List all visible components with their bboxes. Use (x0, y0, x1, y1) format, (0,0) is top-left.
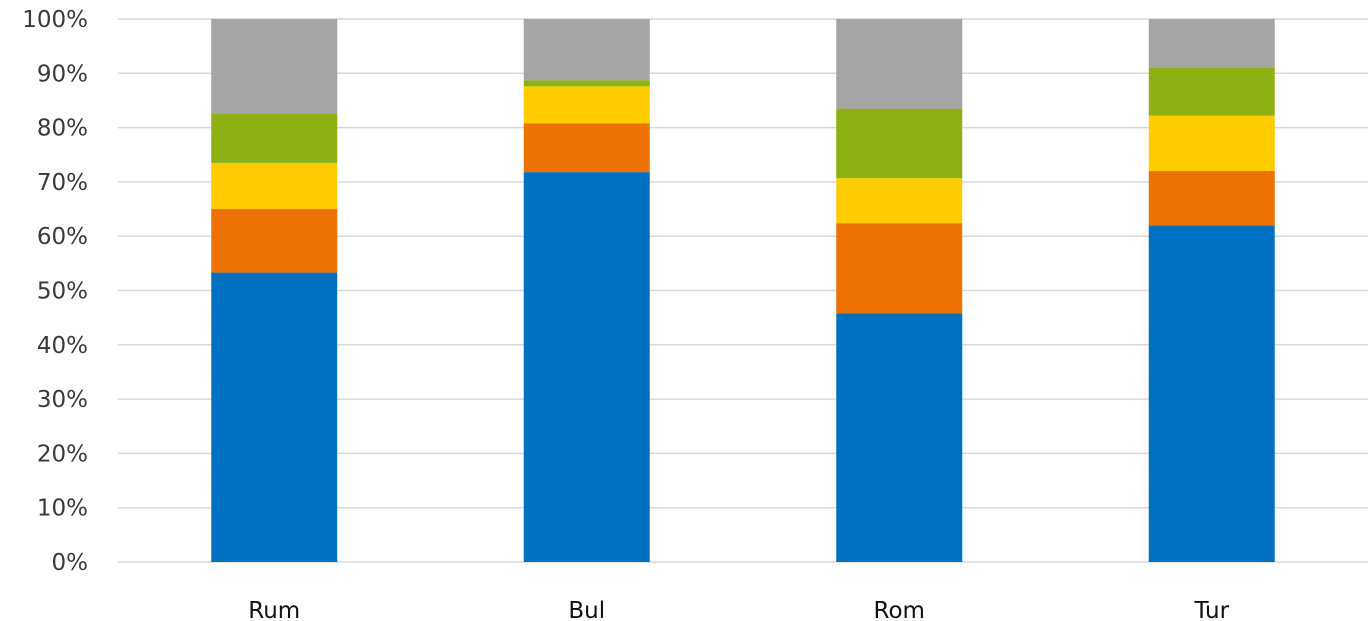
x-category-label-rom: Rom (874, 598, 925, 621)
y-tick-label: 70% (37, 170, 88, 196)
y-tick-label: 100% (22, 7, 88, 33)
bar-segment-tur-3 (1148, 115, 1275, 172)
bar-segment-rom-5 (836, 19, 963, 109)
bar-segment-rom-1 (836, 313, 963, 562)
bar-segment-bul-2 (523, 123, 650, 173)
x-category-label-tur: Tur (1193, 598, 1229, 621)
x-axis-category-labels: Rum Bul Rom Tur (248, 598, 1229, 621)
y-tick-label: 40% (37, 333, 88, 359)
x-category-label-rum: Rum (248, 598, 300, 621)
bar-segment-tur-5 (1148, 19, 1275, 68)
bar-segment-rum-1 (211, 272, 338, 562)
bar-segment-rom-3 (836, 178, 963, 224)
bar-segment-tur-2 (1148, 171, 1275, 226)
bar-segment-bul-1 (523, 172, 650, 562)
y-tick-label: 20% (37, 441, 88, 467)
x-category-label-bul: Bul (568, 598, 605, 621)
y-tick-label: 80% (37, 116, 88, 142)
bar-segment-tur-4 (1148, 67, 1275, 116)
bar-segment-rum-2 (211, 209, 338, 273)
bar-segment-rum-3 (211, 162, 338, 210)
bar-segment-rom-4 (836, 108, 963, 179)
y-tick-label: 10% (37, 496, 88, 522)
y-tick-label: 50% (37, 279, 88, 305)
bars (211, 19, 1275, 562)
bar-segment-rum-4 (211, 114, 338, 163)
bar-segment-tur-1 (1148, 225, 1275, 562)
y-tick-label: 30% (37, 387, 88, 413)
bar-segment-rum-5 (211, 19, 338, 115)
y-tick-label: 0% (52, 550, 89, 576)
bar-segment-rom-2 (836, 223, 963, 314)
bar-segment-bul-5 (523, 19, 650, 81)
y-tick-label: 60% (37, 224, 88, 250)
y-axis-tick-labels: 0% 10% 20% 30% 40% 50% 60% 70% 80% 90% 100% (22, 7, 88, 576)
y-tick-label: 90% (37, 61, 88, 87)
bar-segment-bul-3 (523, 86, 650, 124)
bar-segment-bul-4 (523, 80, 650, 87)
